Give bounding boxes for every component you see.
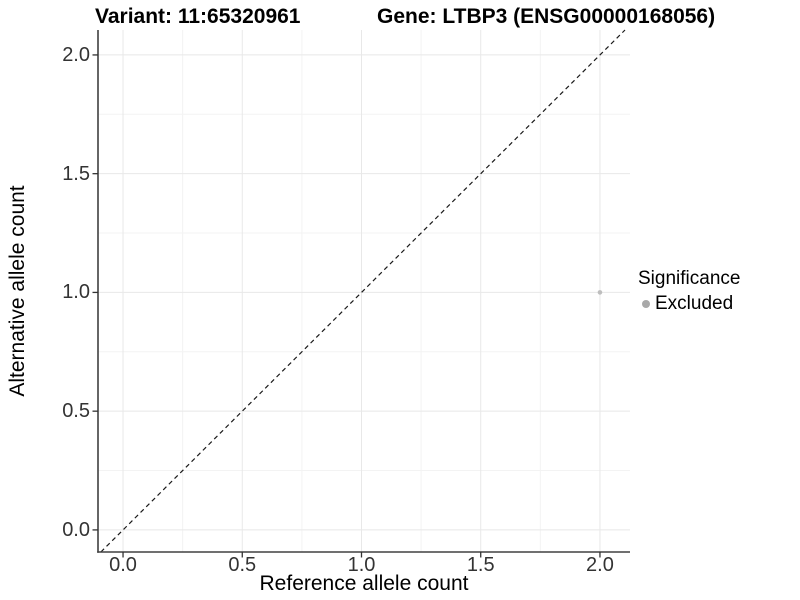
identity-line (100, 29, 626, 553)
y-tick-label: 2.0 (62, 43, 90, 66)
legend-entry-label: Excluded (655, 293, 734, 314)
x-tick-label: 1.0 (347, 554, 376, 576)
plot-title-variant: Variant: 11:65320961 (95, 5, 301, 28)
data-point (597, 290, 603, 295)
legend-entry-excluded: Excluded (636, 292, 740, 315)
x-tick-label: 1.5 (466, 554, 495, 576)
y-tick-label: 1.0 (62, 281, 90, 304)
legend: Significance Excluded (636, 267, 740, 315)
y-axis-title: Alternative allele count (6, 185, 29, 397)
y-tick-label: 1.5 (62, 162, 90, 185)
x-tick-label: 0.5 (228, 554, 257, 576)
legend-title: Significance (638, 268, 741, 289)
x-tick-label: 2.0 (586, 554, 614, 576)
y-tick-label: 0.5 (62, 400, 90, 423)
plot-title-gene: Gene: LTBP3 (ENSG00000168056) (377, 5, 716, 28)
legend-point-icon (642, 299, 650, 308)
x-tick-label: 0.0 (109, 554, 137, 576)
x-axis-title: Reference allele count (259, 572, 469, 595)
y-tick-label: 0.0 (62, 518, 90, 541)
